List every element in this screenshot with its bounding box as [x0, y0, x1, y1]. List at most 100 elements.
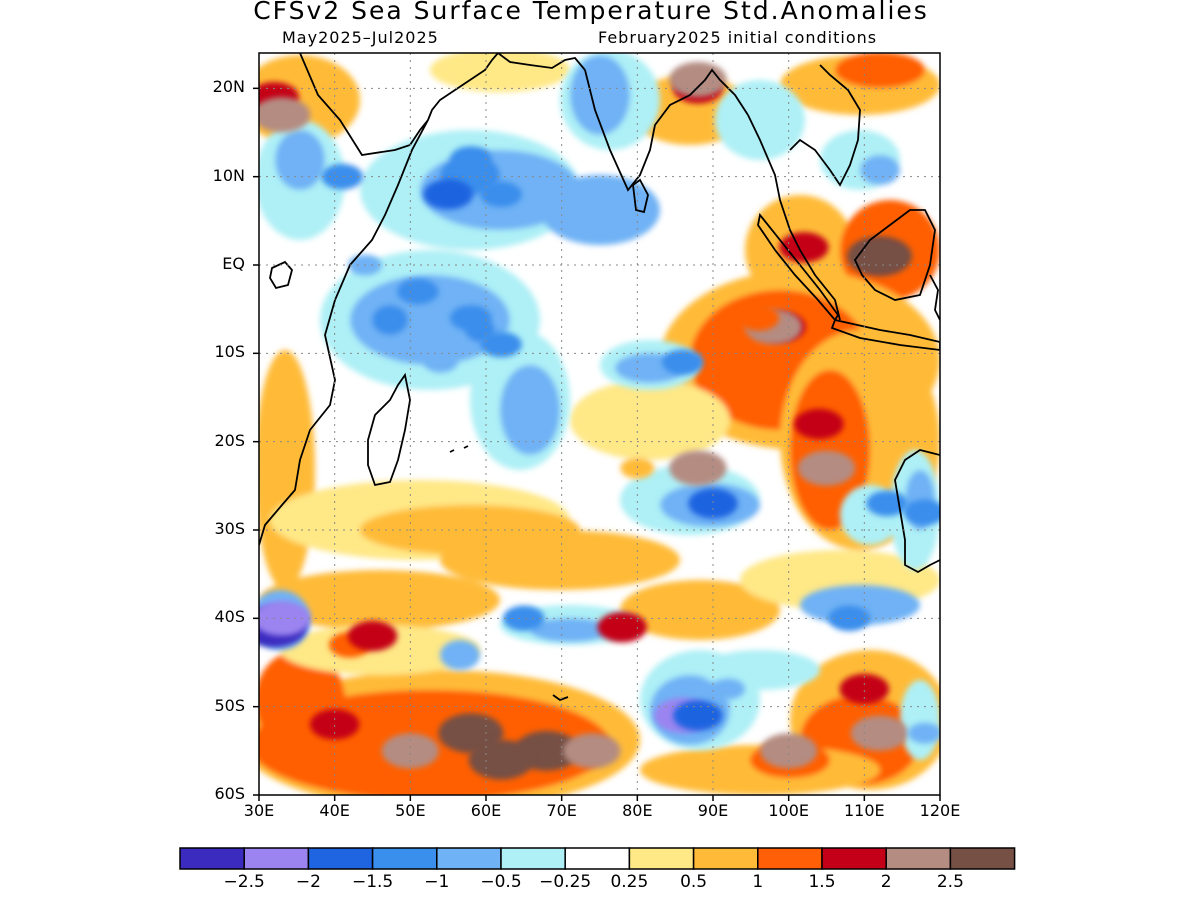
- lon-tick-label: 60E: [470, 801, 502, 820]
- kerguelen-islands: [552, 694, 569, 702]
- indochina-coastline: [789, 64, 861, 187]
- colorbar-swatch: [307, 847, 374, 870]
- lon-tick-label: 40E: [319, 801, 350, 820]
- sulawesi-coastline: [929, 274, 940, 321]
- lon-tick-label: 70E: [546, 801, 577, 820]
- anomaly-center: [347, 620, 398, 652]
- madagascar-coastline: [367, 372, 411, 487]
- australia-coastline: [894, 449, 940, 574]
- anomaly-center: [480, 181, 522, 208]
- anomaly-center: [797, 450, 856, 486]
- plot-frame: [258, 52, 941, 796]
- anomaly-center: [688, 488, 738, 519]
- colorbar-swatch: [179, 847, 245, 870]
- anomaly-center: [839, 673, 890, 705]
- anomaly-center: [673, 700, 723, 731]
- anomaly-center: [760, 733, 818, 769]
- lat-tick-label: 10S: [214, 342, 245, 362]
- colorbar-swatch: [371, 847, 438, 870]
- colorbar-swatch: [949, 847, 1016, 870]
- anomaly-center: [794, 408, 844, 440]
- anomaly-center: [669, 450, 727, 486]
- forecast-period-subtitle: May2025–Jul2025: [282, 28, 439, 47]
- anomaly-center: [259, 97, 311, 133]
- sri-lanka-coastline: [632, 178, 649, 214]
- borneo-coastline: [853, 209, 936, 301]
- colorbar-tick-label: −2.5: [223, 872, 265, 892]
- anomaly-center: [907, 722, 940, 744]
- colorbar-swatch: [628, 847, 695, 870]
- colorbar-swatch: [564, 847, 631, 870]
- colorbar-tick-label: 2.5: [936, 872, 964, 892]
- lon-tick-label: 30E: [243, 801, 275, 820]
- anomaly-center: [552, 201, 587, 223]
- colorbar-tick-label: −2: [295, 872, 321, 892]
- anomaly-center: [397, 278, 439, 305]
- colorbar-tick-label: −1.5: [351, 872, 394, 892]
- anomaly-center: [846, 236, 912, 277]
- anomaly-center: [597, 611, 647, 643]
- lat-tick-label: 20S: [214, 430, 245, 450]
- anomaly-center: [904, 499, 940, 526]
- anomaly-center: [866, 490, 908, 517]
- anomaly-field: [259, 53, 940, 795]
- anomaly-center: [423, 179, 473, 210]
- colorbar-swatch: [436, 847, 502, 870]
- colorbar-swatch: [500, 847, 566, 870]
- africa-coastline: [259, 53, 499, 546]
- lon-tick-label: 110E: [844, 801, 885, 820]
- lat-tick-label: EQ: [222, 254, 245, 273]
- anomaly-center: [828, 605, 870, 632]
- lat-tick-label: 40S: [214, 607, 245, 627]
- lon-tick-label: 120E: [919, 801, 961, 820]
- initial-conditions-subtitle: February2025 initial conditions: [598, 28, 878, 47]
- lon-tick-label: 80E: [622, 801, 653, 820]
- colorbar-tick-label: 1: [752, 872, 764, 892]
- colorbar-tick-label: 0.25: [610, 872, 649, 892]
- anomaly-center: [309, 709, 360, 740]
- colorbar-tick-label: 0.5: [680, 872, 708, 892]
- anomaly-center: [661, 349, 704, 375]
- lake-victoria: [269, 260, 293, 290]
- anomaly-center: [850, 715, 909, 751]
- lat-tick-label: 50S: [214, 695, 245, 715]
- axis-ticks: [253, 87, 941, 801]
- lon-tick-label: 100E: [768, 801, 809, 820]
- coastlines: [259, 53, 940, 702]
- anomaly-center: [381, 733, 439, 769]
- lat-tick-label: 30S: [214, 519, 245, 538]
- colorbar-swatch: [885, 847, 952, 870]
- colorbar-swatch: [757, 847, 823, 870]
- lon-tick-label: 90E: [697, 801, 729, 820]
- anomaly-center: [450, 305, 492, 331]
- anomaly-center: [620, 457, 655, 479]
- colorbar: [179, 847, 1016, 870]
- colorbar-tick-label: −1: [424, 872, 450, 892]
- anomaly-center: [468, 739, 534, 780]
- colorbar-tick-label: −0.25: [539, 872, 592, 892]
- map-title: CFSv2 Sea Surface Temperature Std.Anomal…: [253, 0, 929, 25]
- java-coastline: [830, 318, 940, 351]
- anomaly-center: [669, 61, 727, 98]
- lat-tick-label: 60S: [214, 784, 245, 803]
- anomaly-center: [480, 331, 522, 358]
- india-coastline: [584, 68, 749, 192]
- anomaly-center: [450, 146, 492, 172]
- anomaly-center: [563, 733, 621, 769]
- lat-lon-grid: [259, 53, 940, 795]
- anomaly-center: [503, 605, 545, 632]
- anomaly-center: [321, 163, 364, 190]
- colorbar-swatch: [692, 847, 759, 870]
- arabia-coastline: [497, 53, 586, 71]
- anomaly-center: [582, 104, 617, 126]
- colorbar-tick-label: 2: [880, 872, 892, 892]
- colorbar-swatch: [243, 847, 310, 870]
- anomaly-center: [711, 678, 746, 700]
- anomaly-center: [737, 305, 780, 331]
- lat-tick-label: 10N: [212, 165, 245, 185]
- colorbar-tick-label: −0.5: [480, 872, 522, 892]
- anomaly-center: [423, 351, 458, 373]
- mauritius-islands: [449, 445, 469, 453]
- myanmar-coastline: [747, 114, 841, 321]
